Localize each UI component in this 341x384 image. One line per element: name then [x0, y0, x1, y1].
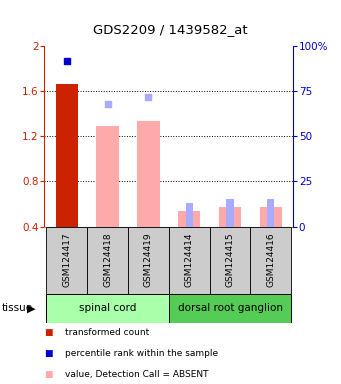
- Point: [146, 94, 151, 100]
- Text: GSM124415: GSM124415: [225, 233, 235, 288]
- Bar: [56, 84, 78, 227]
- Bar: [46, 294, 169, 323]
- Bar: [250, 227, 291, 294]
- Text: ▶: ▶: [27, 303, 35, 313]
- Text: GSM124417: GSM124417: [62, 233, 71, 288]
- Bar: [178, 211, 201, 227]
- Text: GDS2209 / 1439582_at: GDS2209 / 1439582_at: [93, 23, 248, 36]
- Bar: [169, 227, 210, 294]
- Text: ■: ■: [44, 328, 53, 337]
- Bar: [260, 207, 282, 227]
- Text: tissue: tissue: [2, 303, 33, 313]
- Bar: [267, 200, 275, 227]
- Text: ■: ■: [44, 370, 53, 379]
- Text: ■: ■: [44, 349, 53, 358]
- Text: GSM124416: GSM124416: [266, 233, 275, 288]
- Bar: [169, 294, 291, 323]
- Bar: [97, 126, 119, 227]
- Point: [64, 58, 70, 64]
- Bar: [137, 121, 160, 227]
- Bar: [210, 227, 250, 294]
- Text: dorsal root ganglion: dorsal root ganglion: [178, 303, 282, 313]
- Text: GSM124414: GSM124414: [185, 233, 194, 287]
- Text: percentile rank within the sample: percentile rank within the sample: [65, 349, 218, 358]
- Bar: [87, 227, 128, 294]
- Point: [105, 101, 110, 107]
- Text: GSM124418: GSM124418: [103, 233, 112, 288]
- Bar: [46, 227, 87, 294]
- Bar: [186, 203, 193, 227]
- Bar: [219, 207, 241, 227]
- Text: value, Detection Call = ABSENT: value, Detection Call = ABSENT: [65, 370, 208, 379]
- Text: transformed count: transformed count: [65, 328, 149, 337]
- Text: spinal cord: spinal cord: [79, 303, 136, 313]
- Bar: [226, 200, 234, 227]
- Bar: [128, 227, 169, 294]
- Text: GSM124419: GSM124419: [144, 233, 153, 288]
